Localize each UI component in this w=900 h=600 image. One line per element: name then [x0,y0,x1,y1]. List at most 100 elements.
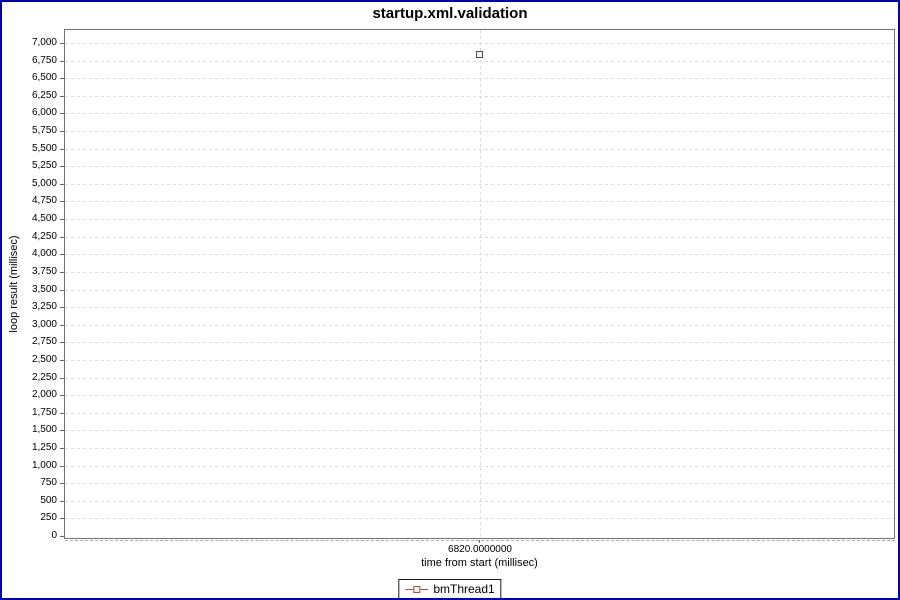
y-tick-mark [60,201,64,203]
y-tick-mark [60,307,64,309]
y-tick-mark [60,518,64,520]
y-tick-mark [60,271,64,273]
y-tick-label: 3,500 [31,283,57,295]
y-tick-label: 5,000 [31,177,57,189]
y-tick-label: 500 [40,494,57,506]
y-tick-mark [60,60,64,62]
y-tick-mark [60,183,64,185]
x-axis-minor-ticks [65,540,895,541]
h-gridline [65,78,894,80]
h-gridline [65,324,894,326]
h-gridline [65,95,894,97]
y-tick-mark [60,465,64,467]
y-tick-mark [60,131,64,133]
series-marker-icon [405,585,429,594]
y-tick-mark [60,95,64,97]
y-tick-mark [60,430,64,432]
h-gridline [65,377,894,379]
h-gridline [65,131,894,133]
h-gridline [65,342,894,344]
y-tick-label: 2,500 [31,353,57,365]
y-tick-label: 4,750 [31,195,57,207]
h-gridline [65,183,894,185]
y-tick-mark [60,324,64,326]
y-tick-mark [60,377,64,379]
y-tick-mark [60,236,64,238]
y-tick-mark [60,43,64,44]
y-tick-label: 6,000 [31,107,57,119]
legend: bmThread1 [398,579,502,598]
y-tick-label: 1,750 [31,406,57,418]
y-tick-label: 6,750 [31,54,57,66]
y-tick-mark [60,342,64,344]
h-gridline [65,412,894,414]
y-tick-mark [60,219,64,221]
y-tick-mark [60,289,64,291]
h-gridline [65,447,894,449]
y-tick-label: 1,000 [31,459,57,471]
y-tick-mark [60,500,64,502]
y-tick-label: 1,500 [31,424,57,436]
x-tick-label: 6820.0000000 [448,544,512,555]
y-tick-mark [60,113,64,115]
y-tick-label: 2,250 [31,371,57,383]
h-gridline [65,483,894,485]
y-tick-label: 3,750 [31,265,57,277]
y-tick-label: 750 [40,477,57,489]
y-tick-mark [60,148,64,150]
y-tick-label: 1,250 [31,441,57,453]
y-tick-label: 3,000 [31,318,57,330]
h-gridline [65,271,894,273]
legend-item-label: bmThread1 [433,582,495,596]
y-tick-label: 5,250 [31,160,57,172]
y-tick-mark [60,359,64,361]
chart-title: startup.xml.validation [372,5,528,22]
y-tick-mark [60,447,64,449]
h-gridline [65,289,894,291]
h-gridline [65,43,894,44]
y-tick-label: 2,000 [31,389,57,401]
h-gridline [65,113,894,115]
y-tick-label: 4,000 [31,248,57,260]
legend-square-icon [413,585,421,593]
data-point-marker [476,50,483,58]
h-gridline [65,148,894,150]
y-tick-label: 250 [40,512,57,524]
y-tick-mark [60,78,64,80]
y-tick-label: 5,500 [31,142,57,154]
y-tick-label: 2,750 [31,336,57,348]
y-axis-title: loop result (millisec) [8,235,20,333]
h-gridline [65,359,894,361]
x-tick-mark [479,540,480,543]
y-tick-label: 6,250 [31,89,57,101]
y-tick-label: 3,250 [31,301,57,313]
y-tick-mark [60,536,64,537]
x-axis-title: time from start (millisec) [421,557,538,569]
h-gridline [65,500,894,502]
y-tick-label: 6,500 [31,72,57,84]
h-gridline [65,254,894,256]
h-gridline [65,236,894,238]
h-gridline [65,518,894,520]
y-tick-label: 4,500 [31,213,57,225]
y-tick-label: 0 [51,530,57,541]
y-tick-label: 4,250 [31,230,57,242]
y-tick-label: 7,000 [31,37,57,48]
v-gridline [480,30,481,538]
plot-area [64,29,895,539]
h-gridline [65,166,894,168]
y-tick-mark [60,166,64,168]
h-gridline [65,395,894,397]
h-gridline [65,219,894,221]
y-tick-mark [60,395,64,397]
h-gridline [65,430,894,432]
y-tick-mark [60,254,64,256]
y-tick-label: 5,750 [31,125,57,137]
h-gridline [65,465,894,467]
h-gridline [65,307,894,309]
y-tick-mark [60,412,64,414]
h-gridline [65,60,894,62]
y-tick-mark [60,483,64,485]
h-gridline [65,201,894,203]
